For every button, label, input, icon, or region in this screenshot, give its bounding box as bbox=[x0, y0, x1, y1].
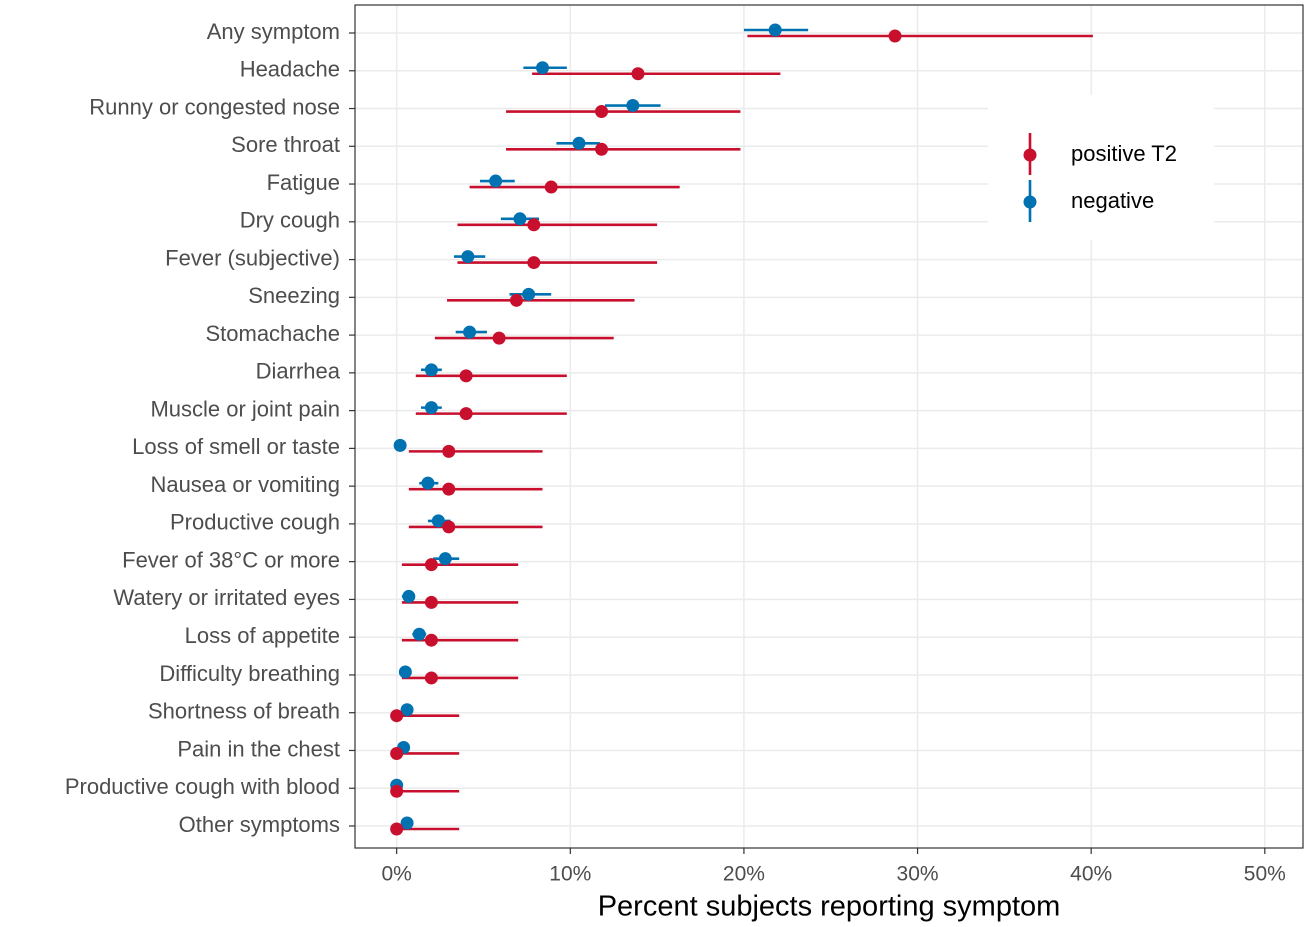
point bbox=[438, 552, 452, 566]
y-tick-label: Headache bbox=[240, 57, 340, 82]
legend-label: negative bbox=[1071, 188, 1154, 213]
point bbox=[424, 633, 438, 647]
legend-box bbox=[988, 95, 1214, 240]
point bbox=[631, 67, 645, 81]
legend-label: positive T2 bbox=[1071, 141, 1177, 166]
point bbox=[424, 558, 438, 572]
point bbox=[402, 589, 416, 603]
point bbox=[626, 99, 640, 113]
x-axis-title: Percent subjects reporting symptom bbox=[598, 891, 1061, 923]
point bbox=[412, 627, 426, 641]
y-tick-label: Any symptom bbox=[207, 19, 340, 44]
panel-border bbox=[354, 4, 1304, 849]
x-tick-label: 20% bbox=[723, 863, 765, 886]
point bbox=[421, 476, 435, 490]
y-tick-label: Dry cough bbox=[240, 208, 340, 233]
point bbox=[424, 363, 438, 377]
y-tick-label: Diarrhea bbox=[256, 359, 341, 384]
y-tick-label: Productive cough bbox=[170, 510, 340, 535]
x-tick-label: 50% bbox=[1244, 863, 1286, 886]
point bbox=[595, 142, 609, 156]
point bbox=[442, 482, 456, 496]
legend-key-point bbox=[1023, 148, 1037, 162]
point bbox=[527, 256, 541, 270]
y-tick-label: Watery or irritated eyes bbox=[113, 585, 340, 610]
point bbox=[424, 595, 438, 609]
point bbox=[390, 784, 404, 798]
point bbox=[442, 444, 456, 458]
point bbox=[459, 369, 473, 383]
point bbox=[398, 665, 412, 679]
y-tick-label: Loss of appetite bbox=[185, 623, 340, 648]
y-tick-label: Productive cough with blood bbox=[65, 774, 340, 799]
point bbox=[442, 520, 456, 534]
point bbox=[390, 746, 404, 760]
y-tick-label: Shortness of breath bbox=[148, 699, 340, 724]
y-tick-label: Difficulty breathing bbox=[159, 661, 340, 686]
point bbox=[489, 174, 503, 188]
x-tick-label: 40% bbox=[1070, 863, 1112, 886]
y-tick-label: Sore throat bbox=[231, 132, 340, 157]
y-tick-label: Nausea or vomiting bbox=[150, 472, 340, 497]
point bbox=[572, 136, 586, 150]
point bbox=[390, 822, 404, 836]
point bbox=[400, 816, 414, 830]
point bbox=[888, 29, 902, 43]
y-tick-label: Stomachache bbox=[205, 321, 340, 346]
point bbox=[595, 105, 609, 119]
y-tick-label: Pain in the chest bbox=[177, 736, 340, 761]
y-tick-label: Other symptoms bbox=[179, 812, 340, 837]
point bbox=[522, 287, 536, 301]
y-tick-label: Sneezing bbox=[248, 283, 340, 308]
point bbox=[463, 325, 477, 339]
point bbox=[544, 180, 558, 194]
point bbox=[459, 407, 473, 421]
point bbox=[390, 709, 404, 723]
point bbox=[424, 671, 438, 685]
y-tick-label: Loss of smell or taste bbox=[132, 434, 340, 459]
point bbox=[431, 514, 445, 528]
point bbox=[424, 401, 438, 415]
legend-key-point bbox=[1023, 195, 1037, 209]
point bbox=[527, 218, 541, 232]
y-tick-label: Muscle or joint pain bbox=[150, 396, 340, 421]
x-tick-label: 10% bbox=[549, 863, 591, 886]
point bbox=[768, 23, 782, 37]
x-tick-label: 0% bbox=[381, 863, 411, 886]
point bbox=[509, 293, 523, 307]
y-tick-label: Fever of 38°C or more bbox=[122, 547, 340, 572]
point bbox=[492, 331, 506, 345]
x-tick-label: 30% bbox=[897, 863, 939, 886]
y-tick-label: Fatigue bbox=[267, 170, 340, 195]
y-tick-label: Runny or congested nose bbox=[89, 94, 340, 119]
point bbox=[400, 703, 414, 717]
point bbox=[461, 250, 475, 264]
y-tick-label: Fever (subjective) bbox=[165, 245, 340, 270]
point bbox=[393, 438, 407, 452]
point bbox=[513, 212, 527, 226]
point bbox=[536, 61, 550, 75]
